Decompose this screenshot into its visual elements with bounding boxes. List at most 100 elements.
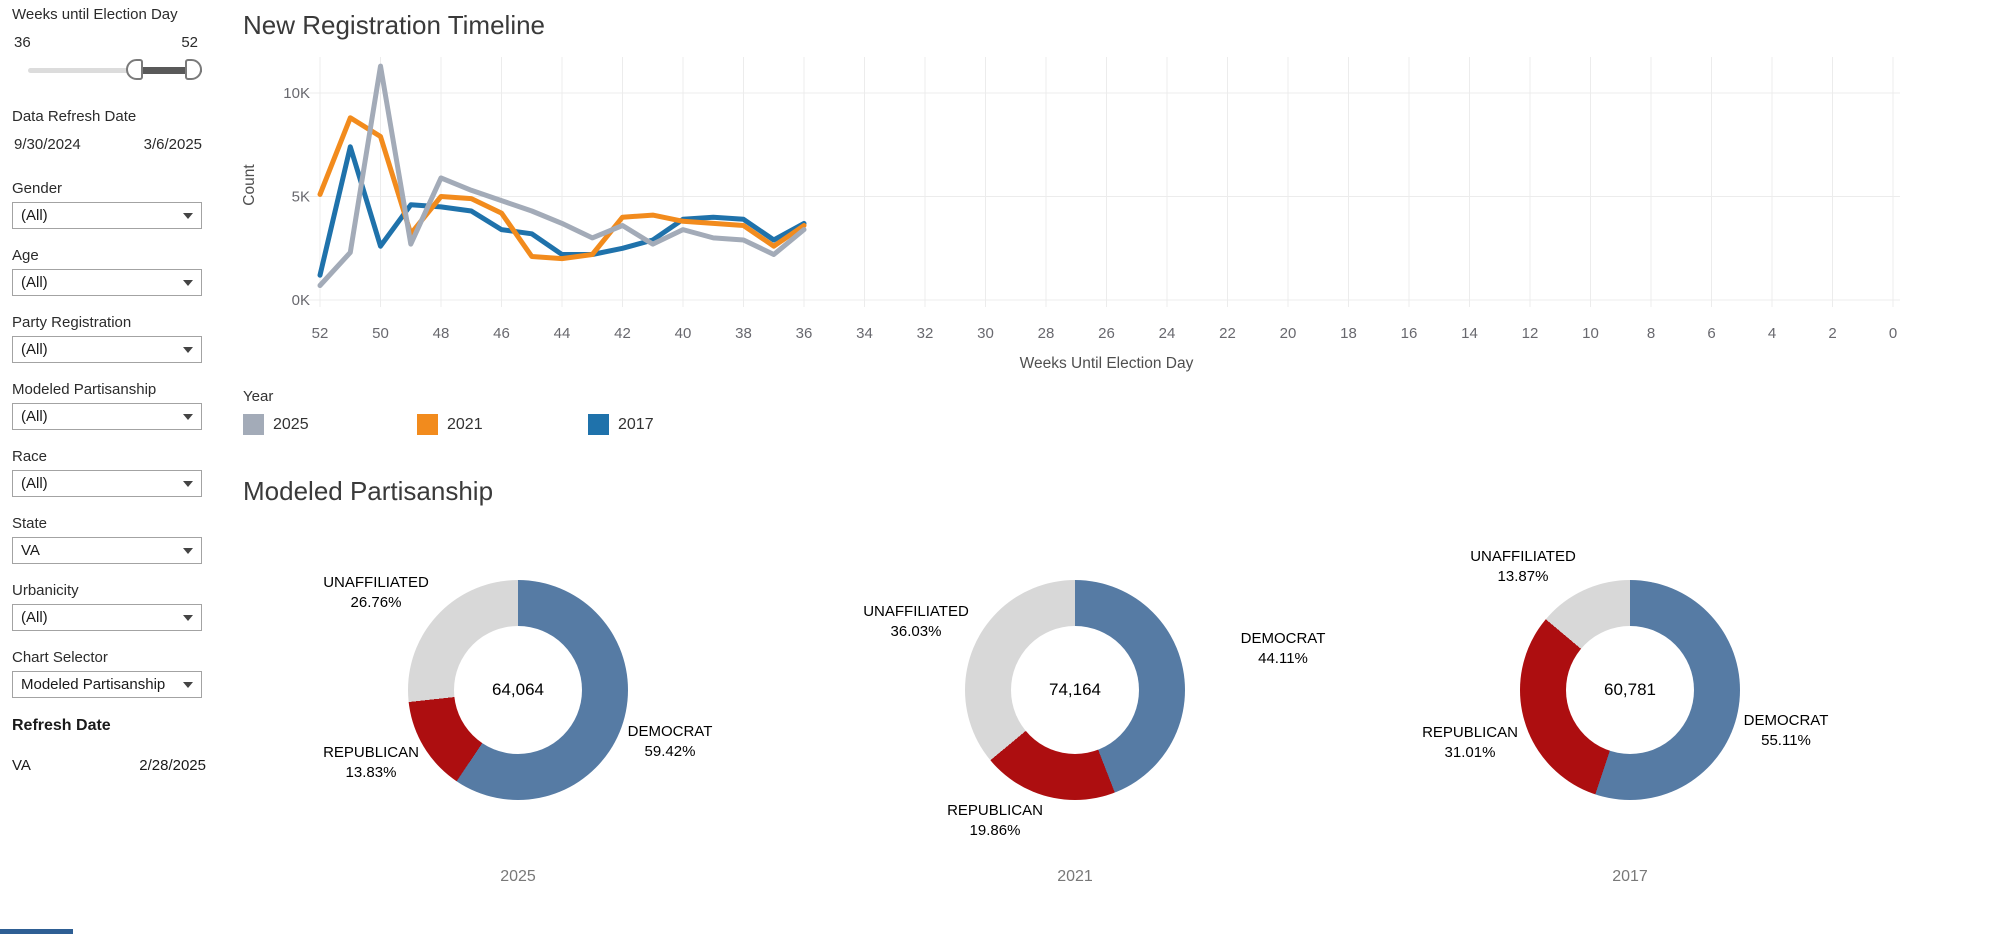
x-axis-tick-label: 8 xyxy=(1647,325,1655,342)
filter-label-modeled-partisanship: Modeled Partisanship xyxy=(12,381,157,398)
timeline-series-2025[interactable] xyxy=(317,63,807,288)
filter-label-age: Age xyxy=(12,247,39,264)
chevron-down-icon xyxy=(183,212,193,219)
donut-year-label-2025: 2025 xyxy=(500,868,536,885)
weeks-range-slider[interactable] xyxy=(12,58,204,82)
x-axis-tick-label: 48 xyxy=(433,325,450,342)
donut-ring-2017[interactable]: 60,781 xyxy=(1520,580,1740,800)
dropdown-party-registration[interactable]: (All) xyxy=(12,336,202,363)
horizontal-scrollbar-thumb[interactable] xyxy=(0,929,73,934)
donut-ring-2021[interactable]: 74,164 xyxy=(965,580,1185,800)
slice-label-republican-2021: REPUBLICAN 19.86% xyxy=(947,802,1043,839)
x-axis-tick-label: 28 xyxy=(1038,325,1055,342)
x-axis-tick-label: 20 xyxy=(1280,325,1297,342)
legend-label-2025: 2025 xyxy=(273,415,309,433)
x-axis-tick-label: 4 xyxy=(1768,325,1776,342)
weeks-max-value: 52 xyxy=(181,34,198,51)
refresh-state-value: VA xyxy=(12,757,31,774)
dropdown-age[interactable]: (All) xyxy=(12,269,202,296)
donut-year-label-2017: 2017 xyxy=(1612,868,1648,885)
timeline-legend: Year 2025 2021 2017 xyxy=(240,388,940,440)
dropdown-state-value: VA xyxy=(21,542,40,559)
x-axis-tick-label: 16 xyxy=(1401,325,1418,342)
legend-title: Year xyxy=(243,388,274,405)
filter-label-urbanicity: Urbanicity xyxy=(12,582,79,599)
chevron-down-icon xyxy=(183,413,193,420)
slice-label-republican-2025: REPUBLICAN 13.83% xyxy=(323,744,419,781)
y-axis-title: Count xyxy=(241,164,258,206)
legend-item-2017[interactable]: 2017 xyxy=(588,414,654,435)
slider-handle-right[interactable] xyxy=(185,59,202,80)
slider-track[interactable] xyxy=(28,68,200,73)
legend-item-2021[interactable]: 2021 xyxy=(417,414,483,435)
donut-total-2021: 74,164 xyxy=(1049,680,1101,699)
x-axis-tick-label: 30 xyxy=(977,325,994,342)
x-axis-tick-label: 24 xyxy=(1159,325,1176,342)
legend-swatch-2021 xyxy=(417,414,438,435)
refresh-date-title: Refresh Date xyxy=(12,717,111,734)
date-start-value: 9/30/2024 xyxy=(14,136,81,153)
chevron-down-icon xyxy=(183,346,193,353)
x-axis-tick-label: 38 xyxy=(735,325,752,342)
x-axis-tick-label: 22 xyxy=(1219,325,1236,342)
dropdown-race-value: (All) xyxy=(21,475,48,492)
donut-hole-2021: 74,164 xyxy=(1011,626,1139,754)
x-axis-tick-label: 42 xyxy=(614,325,631,342)
donut-hole-2017: 60,781 xyxy=(1566,626,1694,754)
filter-label-party-registration: Party Registration xyxy=(12,314,132,331)
slider-selected-range[interactable] xyxy=(136,67,202,74)
dropdown-urbanicity-value: (All) xyxy=(21,609,48,626)
dropdown-urbanicity[interactable]: (All) xyxy=(12,604,202,631)
slider-handle-left[interactable] xyxy=(126,59,143,80)
dropdown-state[interactable]: VA xyxy=(12,537,202,564)
filter-label-race: Race xyxy=(12,448,48,465)
x-axis-tick-label: 50 xyxy=(372,325,389,342)
x-axis-tick-label: 52 xyxy=(312,325,329,342)
dropdown-race[interactable]: (All) xyxy=(12,470,202,497)
x-axis-tick-label: 10 xyxy=(1582,325,1599,342)
refresh-date-value: 2/28/2025 xyxy=(139,757,206,774)
x-axis-tick-label: 32 xyxy=(917,325,934,342)
donut-ring-2025[interactable]: 64,064 xyxy=(408,580,628,800)
dropdown-gender[interactable]: (All) xyxy=(12,202,202,229)
timeline-series-2017[interactable] xyxy=(317,144,807,278)
dropdown-age-value: (All) xyxy=(21,274,48,291)
x-axis-tick-label: 26 xyxy=(1098,325,1115,342)
x-axis-tick-label: 0 xyxy=(1889,325,1897,342)
x-axis-tick-label: 12 xyxy=(1522,325,1539,342)
x-axis-tick-label: 6 xyxy=(1707,325,1715,342)
slice-label-democrat-2021: DEMOCRAT 44.11% xyxy=(1240,630,1326,667)
slice-label-democrat-2017: DEMOCRAT 55.11% xyxy=(1743,712,1829,749)
dropdown-gender-value: (All) xyxy=(21,207,48,224)
donut-year-label-2021: 2021 xyxy=(1057,868,1093,885)
donut-total-2017: 60,781 xyxy=(1604,680,1656,699)
chevron-down-icon xyxy=(183,547,193,554)
donut-hole-2025: 64,064 xyxy=(454,626,582,754)
x-axis-tick-label: 2 xyxy=(1828,325,1836,342)
timeline-line-chart[interactable]: 52 50 48 46 44 42 40 38 36 34 32 30 28 26 24 22 20 18 16 14… xyxy=(240,45,1920,380)
filter-sidebar: Weeks until Election Day 36 52 Data Refr… xyxy=(0,0,212,774)
filter-dropdowns: Gender (All) Age (All) Party Registration (Al… xyxy=(12,180,212,698)
timeline-series-2021[interactable] xyxy=(317,115,807,262)
dropdown-chart-selector-value: Modeled Partisanship xyxy=(21,676,166,693)
chevron-down-icon xyxy=(183,480,193,487)
chevron-down-icon xyxy=(183,614,193,621)
chevron-down-icon xyxy=(183,681,193,688)
dropdown-chart-selector[interactable]: Modeled Partisanship xyxy=(12,671,202,698)
weeks-min-value: 36 xyxy=(14,34,31,51)
legend-label-2017: 2017 xyxy=(618,415,654,433)
legend-swatch-2017 xyxy=(588,414,609,435)
timeline-chart-title: New Registration Timeline xyxy=(243,10,546,40)
dropdown-modeled-partisanship[interactable]: (All) xyxy=(12,403,202,430)
y-axis-tick-label: 0K xyxy=(292,292,310,309)
slice-label-republican-2017: REPUBLICAN 31.01% xyxy=(1422,724,1518,761)
x-axis-tick-label: 40 xyxy=(675,325,692,342)
partisanship-section-title: Modeled Partisanship xyxy=(243,476,494,506)
date-end-value: 3/6/2025 xyxy=(143,136,202,153)
slice-label-unaffiliated-2017: UNAFFILIATED 13.87% xyxy=(1470,548,1576,585)
legend-label-2021: 2021 xyxy=(447,415,483,433)
legend-item-2025[interactable]: 2025 xyxy=(243,414,309,435)
weeks-filter-title: Weeks until Election Day xyxy=(12,6,178,23)
x-axis-tick-label: 34 xyxy=(856,325,873,342)
filter-label-chart-selector: Chart Selector xyxy=(12,649,108,666)
